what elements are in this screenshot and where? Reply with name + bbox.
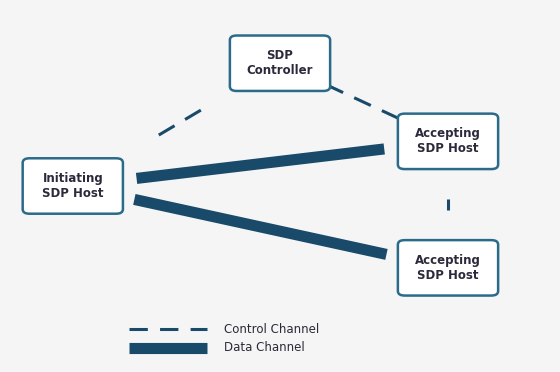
FancyBboxPatch shape [230,35,330,91]
FancyBboxPatch shape [398,114,498,169]
Text: Control Channel: Control Channel [224,323,319,336]
FancyBboxPatch shape [22,158,123,214]
Text: Accepting
SDP Host: Accepting SDP Host [415,127,481,155]
Text: Initiating
SDP Host: Initiating SDP Host [42,172,104,200]
Text: Data Channel: Data Channel [224,341,305,354]
Text: Accepting
SDP Host: Accepting SDP Host [415,254,481,282]
Text: SDP
Controller: SDP Controller [247,49,313,77]
FancyBboxPatch shape [398,240,498,295]
